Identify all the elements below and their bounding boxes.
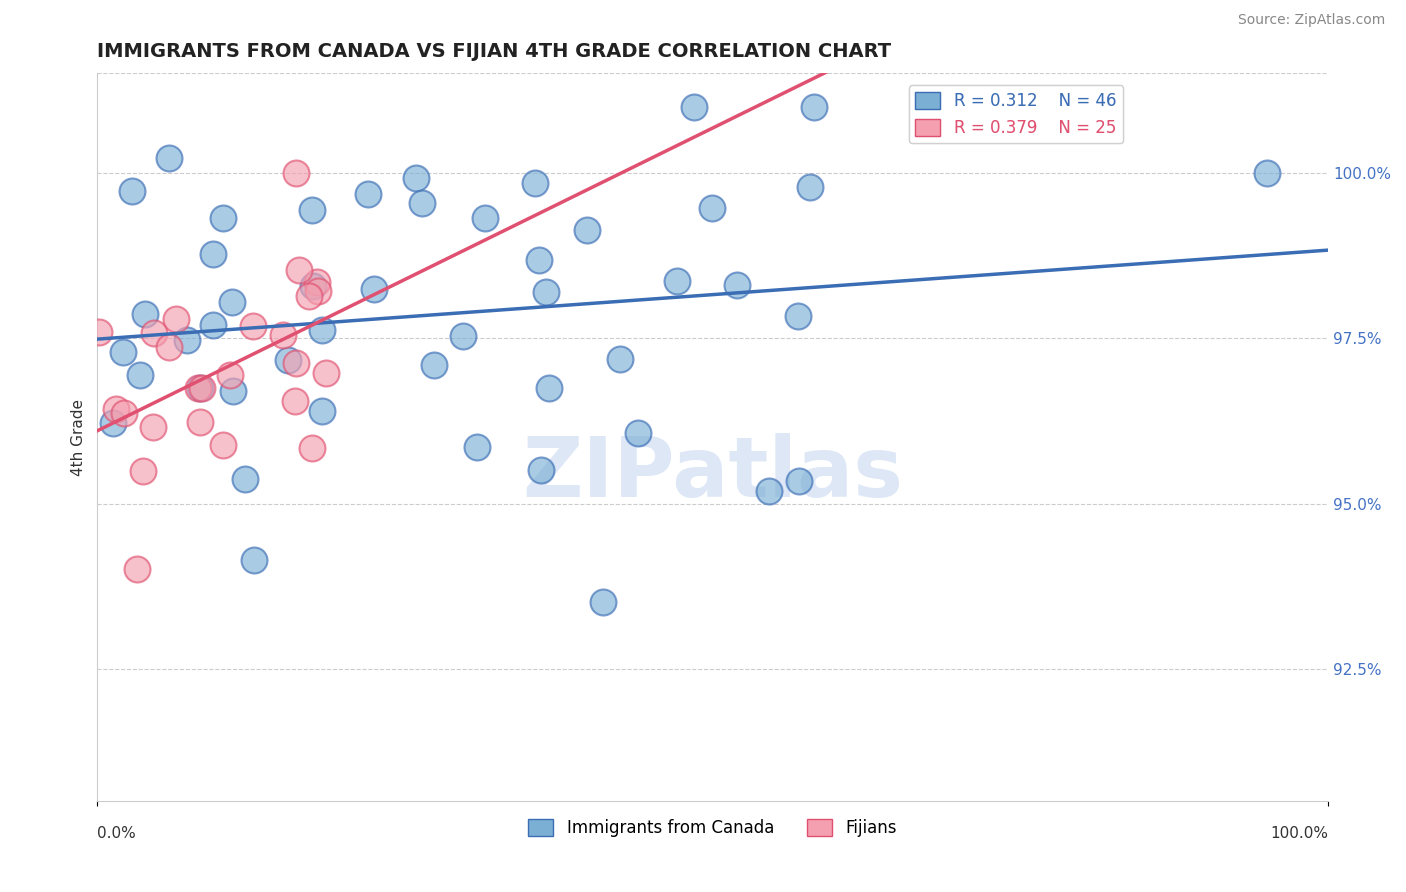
Point [111,344,134,359]
Point [298,289,321,303]
Legend: R = 0.312    N = 46, R = 0.379    N = 25: R = 0.312 N = 46, R = 0.379 N = 25 [908,86,1123,144]
Point [287,262,309,277]
Point [302,278,325,293]
Point [529,252,551,267]
Point [666,275,689,289]
Point [212,211,235,226]
Point [683,99,706,113]
Point [285,166,308,180]
Point [159,151,181,165]
Point [538,381,561,395]
Point [405,171,427,186]
Point [315,367,337,381]
Point [363,282,385,296]
Point [311,403,333,417]
Point [101,417,124,431]
Point [188,415,211,429]
Point [273,328,295,343]
Point [803,99,825,113]
Point [142,420,165,434]
Point [190,380,212,394]
Point [609,352,631,367]
Point [187,381,209,395]
Point [423,358,446,372]
Text: ZIPatlas: ZIPatlas [522,434,903,515]
Point [201,246,224,260]
Point [219,368,242,383]
Point [534,285,557,299]
Point [307,284,329,298]
Y-axis label: 4th Grade: 4th Grade [72,399,86,475]
Point [1256,166,1278,180]
Point [787,310,810,324]
Point [700,201,723,215]
Point [451,329,474,343]
Point [627,425,650,440]
Point [530,463,553,477]
Point [799,180,821,194]
Point [129,368,152,382]
Point [465,440,488,454]
Text: IMMIGRANTS FROM CANADA VS FIJIAN 4TH GRADE CORRELATION CHART: IMMIGRANTS FROM CANADA VS FIJIAN 4TH GRA… [97,42,891,61]
Text: 100.0%: 100.0% [1270,826,1329,841]
Point [284,394,307,409]
Text: Source: ZipAtlas.com: Source: ZipAtlas.com [1237,13,1385,28]
Point [474,211,496,225]
Point [523,176,546,190]
Point [277,352,299,367]
Point [357,187,380,202]
Point [222,384,245,398]
Point [105,401,128,416]
Point [176,333,198,347]
Point [221,295,243,310]
Point [157,340,180,354]
Point [233,472,256,486]
Point [301,441,323,455]
Point [121,184,143,198]
Point [87,325,110,339]
Point [191,381,214,395]
Point [114,406,136,420]
Point [592,595,614,609]
Point [301,203,323,218]
Point [242,318,264,333]
Point [125,562,148,576]
Point [134,307,156,321]
Point [142,326,165,340]
Point [411,196,433,211]
Point [789,475,811,489]
Point [307,275,329,289]
Point [201,318,224,332]
Text: 0.0%: 0.0% [97,826,136,841]
Point [575,223,598,237]
Point [285,355,308,369]
Point [725,277,748,292]
Point [132,464,155,478]
Point [311,323,333,337]
Point [165,312,187,326]
Point [758,483,780,498]
Point [243,553,266,567]
Point [212,438,235,452]
